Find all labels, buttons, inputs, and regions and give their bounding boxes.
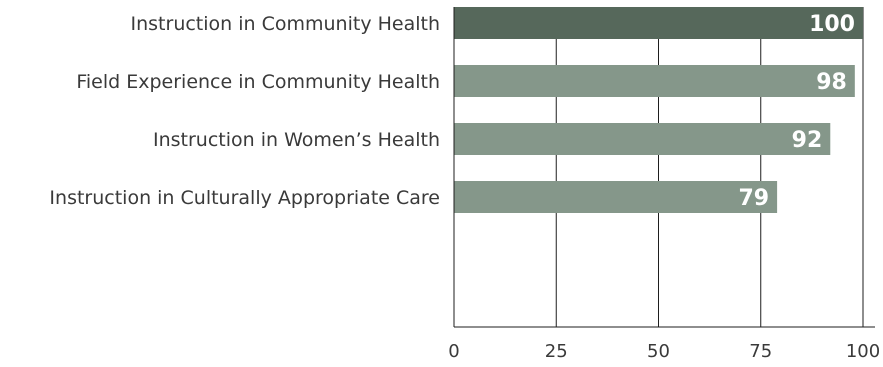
bar-value-label-1: 100 xyxy=(809,12,855,37)
x-tick-label-75: 75 xyxy=(749,341,772,362)
category-label-3: Instruction in Women’s Health xyxy=(153,129,440,151)
bar-value-label-3: 92 xyxy=(792,128,823,153)
bar-layer xyxy=(454,7,863,213)
bar-1 xyxy=(454,7,863,39)
category-label-2: Field Experience in Community Health xyxy=(76,71,440,93)
x-tick-label-50: 50 xyxy=(647,341,670,362)
axis-layer xyxy=(453,7,875,328)
bar-value-label-2: 98 xyxy=(816,70,847,95)
bar-3 xyxy=(454,123,831,155)
label-layer: 100 Instruction in Community Health 98 Fiel… xyxy=(49,12,880,362)
category-label-1: Instruction in Community Health xyxy=(131,13,440,35)
grid-layer xyxy=(555,7,864,327)
x-tick-label-100: 100 xyxy=(846,341,880,362)
x-tick-label-0: 0 xyxy=(448,341,459,362)
bar-4 xyxy=(454,181,778,213)
x-tick-label-25: 25 xyxy=(545,341,568,362)
category-label-4: Instruction in Culturally Appropriate Ca… xyxy=(49,187,440,209)
bar-value-label-4: 79 xyxy=(738,186,769,211)
bar-2 xyxy=(454,65,855,97)
